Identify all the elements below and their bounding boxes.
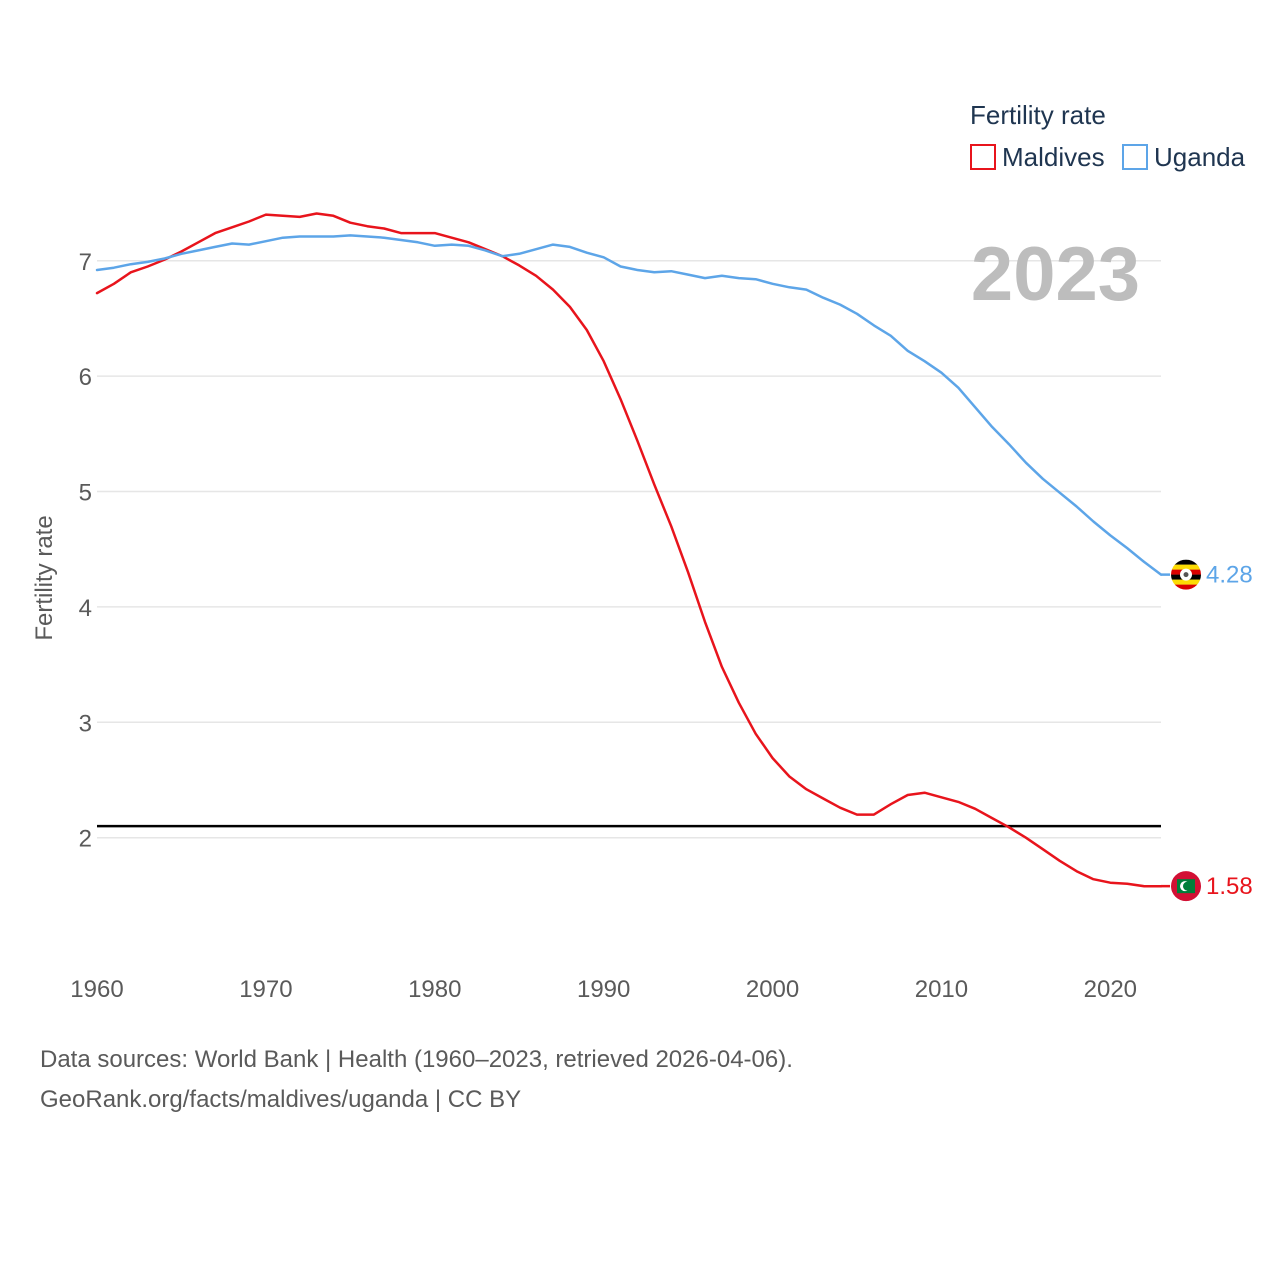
y-axis-ticks: 2 3 4 5 6 7: [79, 249, 92, 853]
year-stamp: 2023: [971, 232, 1140, 317]
flag-stripe: [1171, 564, 1201, 570]
legend-label-uganda: Uganda: [1154, 142, 1246, 172]
flag-uganda-icon: [1171, 559, 1201, 590]
end-label-maldives: 1.58: [1206, 873, 1253, 900]
end-markers: 1.58 4.28: [1161, 559, 1253, 902]
flag-stripe: [1171, 579, 1201, 585]
x-tick-label: 1980: [408, 976, 461, 1003]
source-line-2[interactable]: GeoRank.org/facts/maldives/uganda | CC B…: [40, 1086, 522, 1113]
legend-label-maldives: Maldives: [1002, 142, 1105, 172]
flag-stripe: [1171, 559, 1201, 565]
x-tick-label: 1970: [239, 976, 292, 1003]
y-tick-label: 3: [79, 710, 92, 737]
x-tick-label: 1990: [577, 976, 630, 1003]
gridlines: [97, 260, 1161, 839]
end-label-uganda: 4.28: [1206, 562, 1253, 589]
flag-crescent-cut: [1183, 881, 1192, 891]
series-line-uganda: [95, 234, 1163, 576]
x-tick-label: 2010: [915, 976, 968, 1003]
y-tick-label: 7: [79, 249, 92, 276]
series-line-maldives: [95, 212, 1163, 888]
x-tick-label: 2020: [1084, 976, 1137, 1003]
x-tick-label: 2000: [746, 976, 799, 1003]
legend-title: Fertility rate: [970, 100, 1106, 130]
legend[interactable]: Fertility rate Maldives Uganda: [970, 100, 1246, 172]
y-tick-label: 5: [79, 480, 92, 507]
y-tick-label: 4: [79, 595, 92, 622]
y-axis-title: Fertility rate: [31, 515, 58, 640]
y-tick-label: 6: [79, 364, 92, 391]
legend-swatch-maldives: [970, 144, 996, 170]
legend-item-uganda[interactable]: Uganda: [1122, 142, 1246, 172]
series-lines: [95, 212, 1163, 888]
legend-swatch-uganda: [1122, 144, 1148, 170]
source-line-1: Data sources: World Bank | Health (1960–…: [40, 1046, 793, 1073]
flag-maldives-icon: [1171, 871, 1201, 902]
flag-bird: [1183, 572, 1189, 578]
legend-item-maldives[interactable]: Maldives: [970, 142, 1105, 172]
flag-stripe: [1171, 584, 1201, 590]
y-tick-label: 2: [79, 826, 92, 853]
fertility-rate-chart: 2 3 4 5 6 7 1960 1970 1980 1990 2000 2010 2020 Fert…: [31, 100, 1253, 1003]
x-axis-ticks: 1960 1970 1980 1990 2000 2010 2020: [70, 976, 1137, 1003]
x-tick-label: 1960: [70, 976, 123, 1003]
